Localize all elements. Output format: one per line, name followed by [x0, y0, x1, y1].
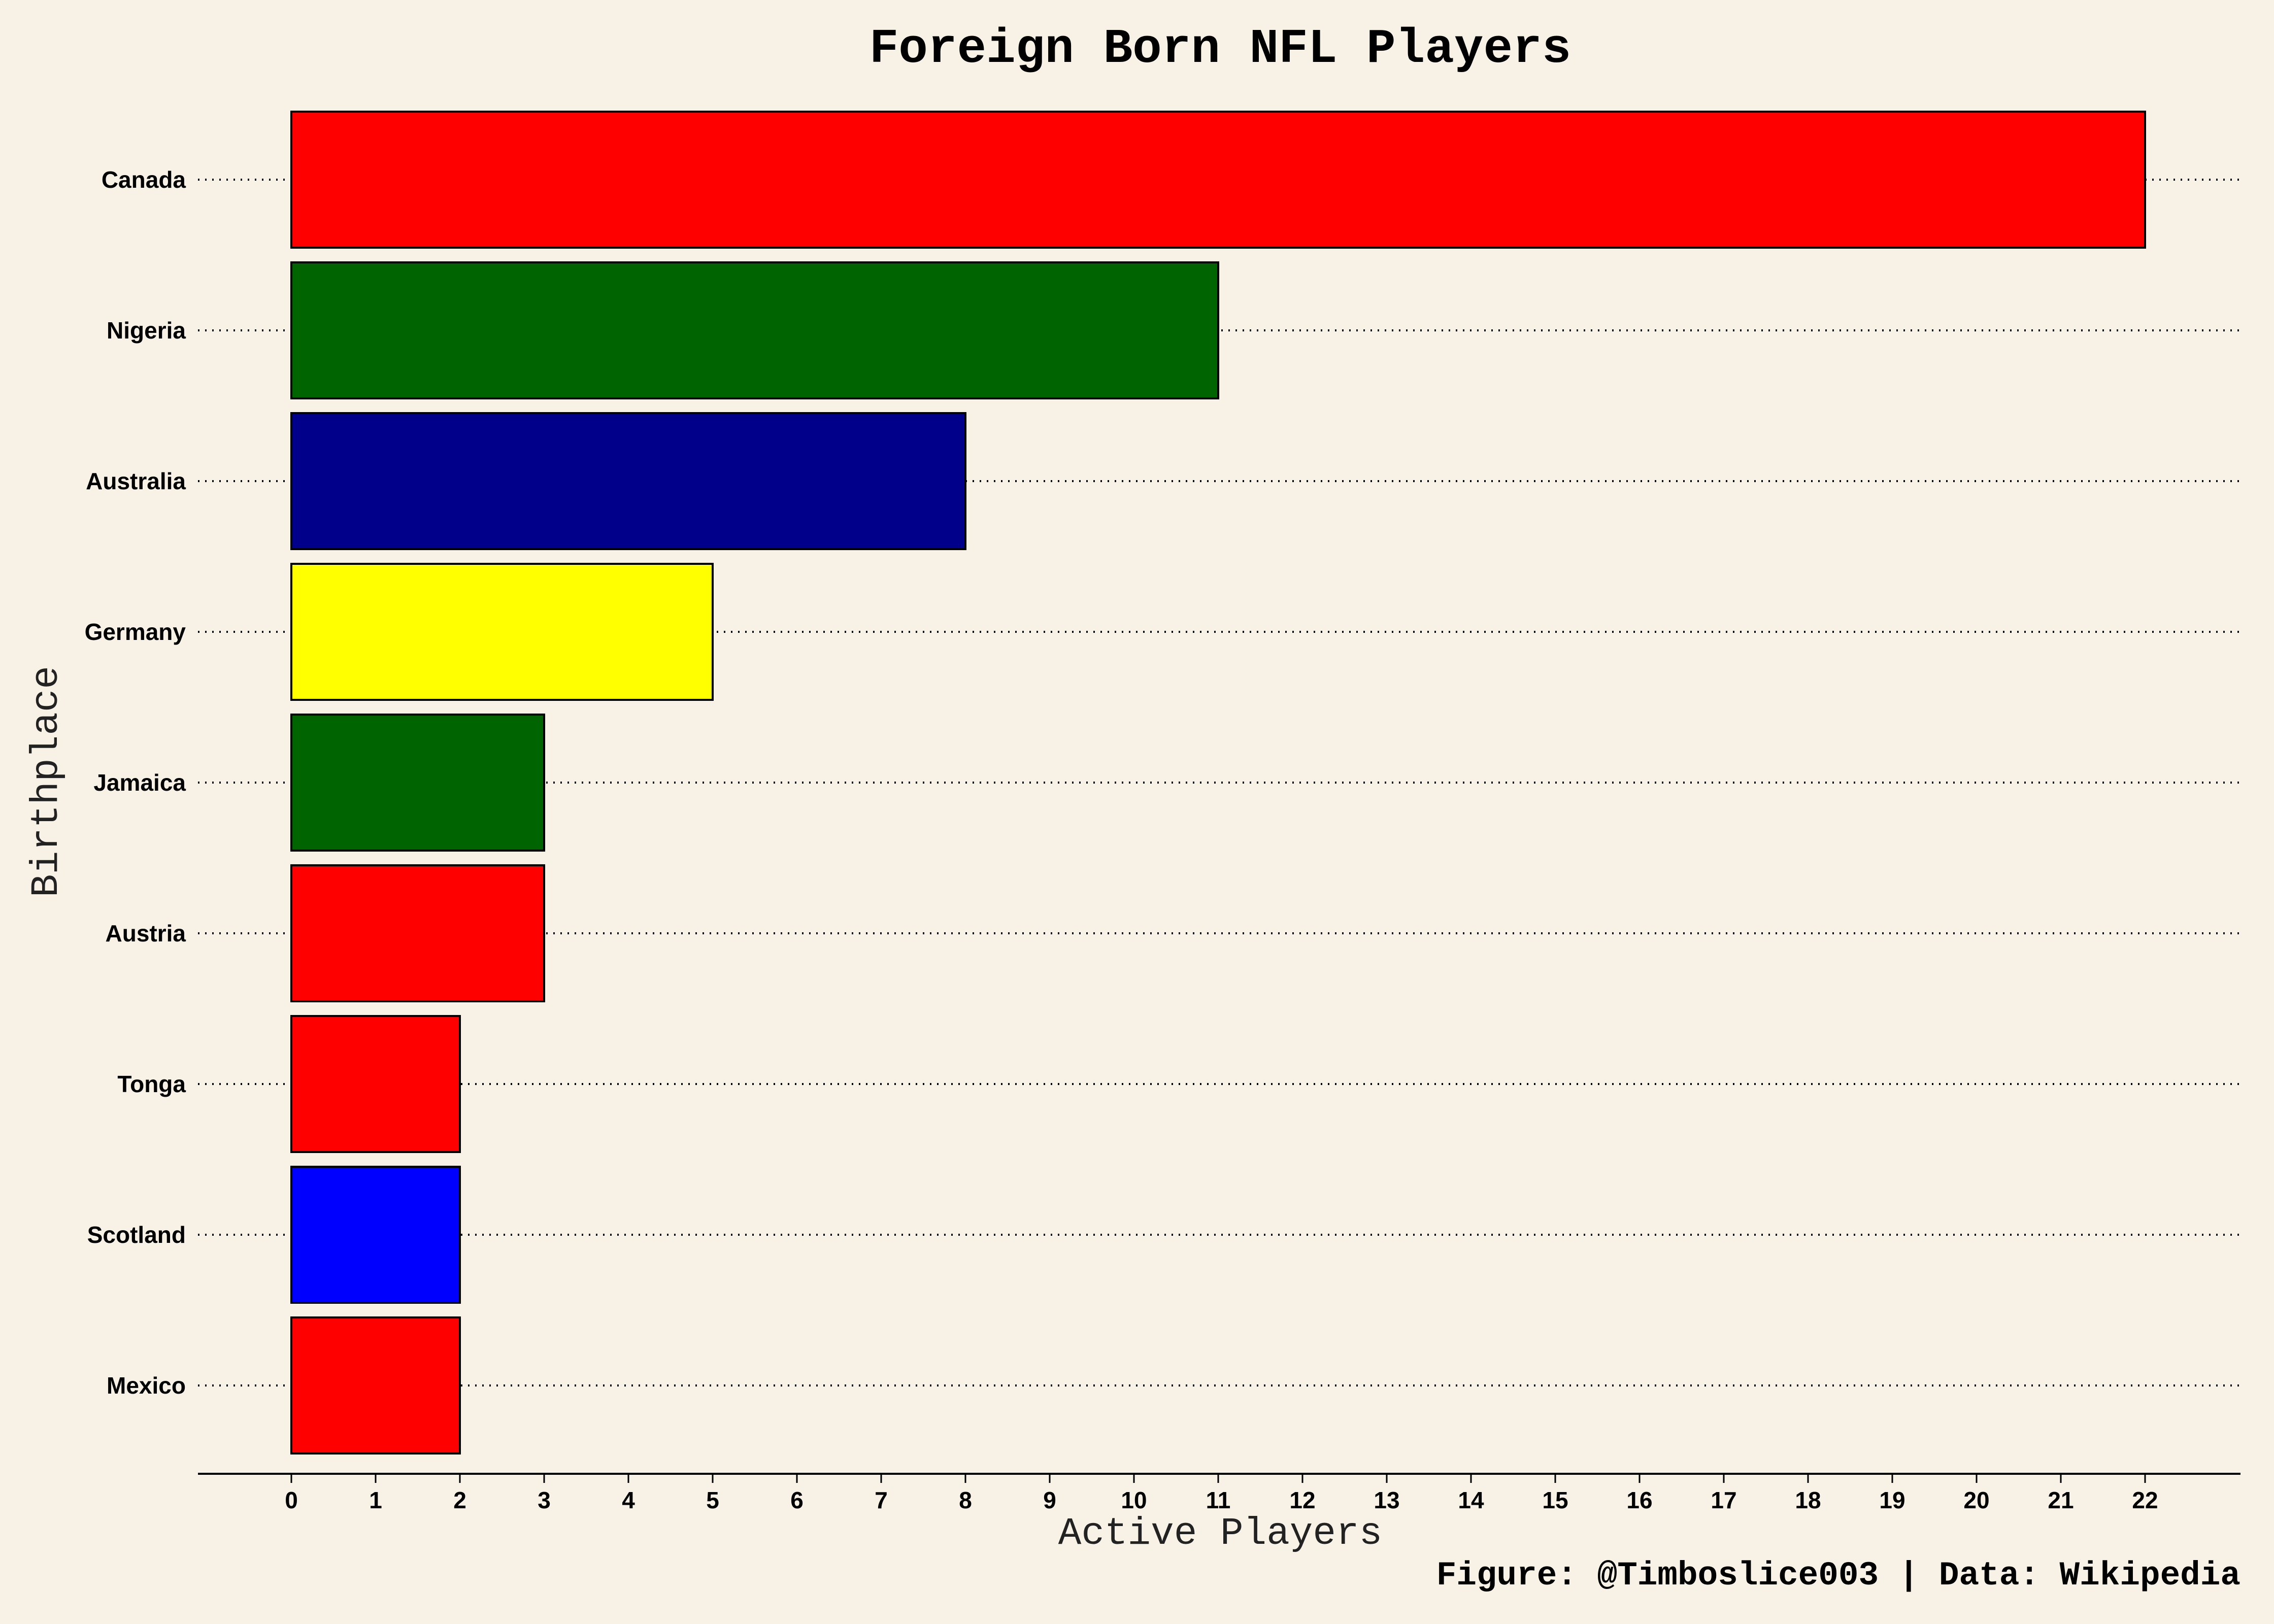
bar-jamaica	[290, 714, 545, 852]
bar-australia	[290, 412, 966, 550]
y-tick-label: Scotland	[87, 1222, 186, 1248]
y-tick-label: Jamaica	[93, 769, 186, 796]
x-tick-label: 17	[1711, 1487, 1736, 1513]
x-tick-label: 0	[285, 1487, 298, 1513]
bar-austria	[290, 864, 545, 1002]
y-tick-label: Australia	[86, 468, 186, 494]
x-tick-label: 20	[1963, 1487, 1989, 1513]
x-tick-label: 6	[790, 1487, 804, 1513]
x-tick-label: 4	[622, 1487, 635, 1513]
bar-mexico	[290, 1316, 461, 1454]
y-tick-label: Tonga	[117, 1071, 186, 1097]
x-tick-label: 11	[1206, 1487, 1231, 1513]
y-tick-label: Canada	[102, 166, 186, 193]
x-tick-label: 14	[1458, 1487, 1484, 1513]
x-axis: 0 1 2 3 4 5 6 7 8 9 10 11 12 13 14 15 16 17 18 19 20 21 22	[198, 1473, 2240, 1513]
x-tick-label: 21	[2048, 1487, 2074, 1513]
y-tick-label: Nigeria	[107, 317, 186, 344]
bar-tonga	[290, 1015, 461, 1153]
y-tick-label: Germany	[85, 619, 186, 645]
x-tick-label: 13	[1374, 1487, 1399, 1513]
bar-canada	[290, 111, 2146, 249]
credit-text: Figure: @Timboslice003 | Data: Wikipedia	[1436, 1557, 2240, 1595]
x-tick-label: 18	[1795, 1487, 1821, 1513]
x-tick-label: 22	[2132, 1487, 2158, 1513]
y-tick-label: Mexico	[107, 1372, 186, 1399]
chart-title: Foreign Born NFL Players	[870, 21, 1571, 77]
y-tick-labels: Canada Nigeria Australia Germany Jamaica Aust…	[85, 166, 186, 1399]
x-tick-label: 15	[1542, 1487, 1568, 1513]
x-axis-title: Active Players	[1058, 1512, 1383, 1555]
x-tick-label: 2	[453, 1487, 466, 1513]
bar-scotland	[290, 1166, 461, 1304]
bar-germany	[290, 563, 714, 701]
x-tick-label: 9	[1043, 1487, 1056, 1513]
x-tick-label: 5	[706, 1487, 719, 1513]
y-axis-title: Birthplace	[25, 666, 69, 897]
x-tick-label: 3	[538, 1487, 551, 1513]
x-tick-label: 8	[959, 1487, 972, 1513]
y-tick-label: Austria	[106, 920, 186, 946]
x-tick-label: 12	[1289, 1487, 1315, 1513]
x-tick-label: 1	[369, 1487, 382, 1513]
bar-nigeria	[290, 261, 1219, 399]
x-tick-label: 19	[1879, 1487, 1905, 1513]
x-tick-label: 16	[1626, 1487, 1652, 1513]
x-tick-label: 10	[1121, 1487, 1147, 1513]
x-tick-label: 7	[875, 1487, 888, 1513]
bars	[290, 111, 2146, 1454]
